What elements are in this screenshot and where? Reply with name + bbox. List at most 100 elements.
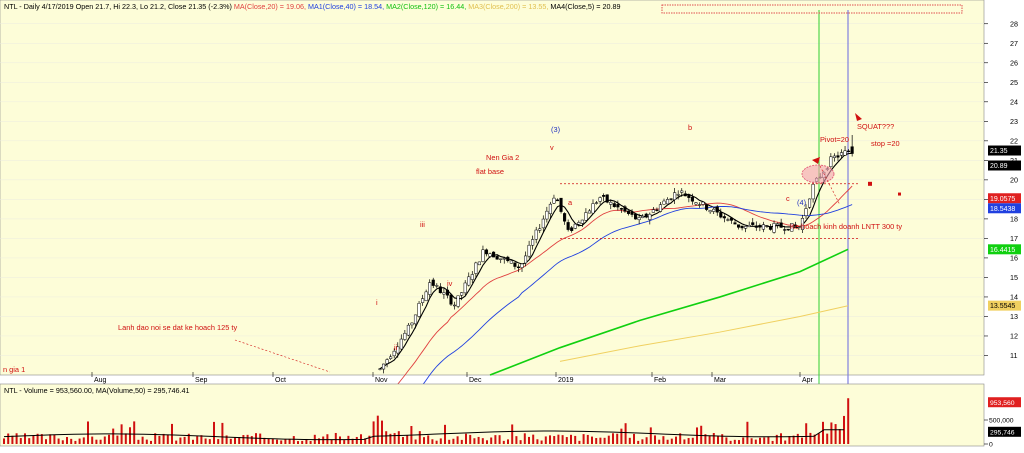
candle-body — [513, 262, 517, 267]
candle-body — [634, 213, 638, 220]
volume-bar — [687, 438, 690, 444]
candle-body — [435, 285, 439, 287]
price-badge — [988, 193, 1021, 204]
volume-bar — [297, 441, 299, 444]
candle-body — [509, 260, 513, 264]
volume-bar — [574, 435, 577, 444]
volume-bar — [158, 435, 161, 444]
candle-body — [609, 201, 613, 205]
volume-bar — [103, 436, 106, 444]
wave-label: c — [786, 194, 790, 203]
volume-bar — [456, 436, 459, 444]
price-tick-label: 11 — [1010, 351, 1017, 360]
time-tick-label: Apr — [802, 377, 814, 384]
price-tick-label: 23 — [1010, 117, 1018, 126]
volume-bar — [406, 435, 409, 444]
volume-bar — [263, 437, 266, 444]
candle-body — [424, 291, 428, 301]
chart-annotation: Pivot=20 — [820, 135, 849, 144]
volume-bar — [355, 436, 358, 444]
candle-body — [722, 216, 726, 219]
candle-body — [495, 256, 499, 260]
volume-bar — [746, 421, 749, 444]
volume-bar — [494, 435, 497, 444]
wave-label: a — [568, 198, 573, 207]
volume-bar — [838, 429, 841, 444]
volume-bar — [490, 437, 493, 444]
price-header: NTL - Daily 4/17/2019 Open 21.7, Hi 22.3… — [4, 2, 620, 11]
volume-bar — [469, 434, 472, 444]
volume-bar — [767, 436, 770, 444]
volume-bar — [7, 433, 10, 444]
candle-body — [694, 202, 698, 205]
candle-body — [428, 282, 432, 295]
volume-bar — [402, 437, 404, 444]
volume-bar — [565, 437, 568, 444]
price-badges: 21.35 20.89 19.0575 18.5438 16.4415 13.5545 — [988, 145, 1021, 311]
volume-tick-label: 500,000 — [989, 418, 1014, 425]
stop-marker — [898, 192, 901, 196]
volume-bar — [557, 434, 560, 444]
candle-body — [680, 190, 684, 193]
candle-body — [573, 223, 577, 229]
volume-bar — [780, 433, 782, 444]
volume-bar — [595, 438, 598, 444]
candle-body — [847, 150, 851, 153]
volume-bar — [95, 439, 98, 444]
volume-bar — [70, 438, 73, 444]
volume-bar — [78, 438, 81, 444]
candle-body — [527, 244, 531, 257]
candle-body — [729, 217, 734, 221]
stop-marker — [868, 181, 872, 186]
volume-bar — [603, 437, 606, 444]
volume-bar — [162, 433, 165, 444]
candle-body — [651, 209, 655, 213]
candle-body — [740, 225, 744, 229]
volume-bar — [309, 441, 312, 444]
price-panel[interactable] — [0, 0, 985, 376]
price-badge-label: 16.4415 — [990, 247, 1015, 254]
volume-bar — [528, 436, 530, 444]
volume-bar — [305, 438, 308, 444]
price-tick-label: 17 — [1010, 234, 1018, 243]
candle-body — [552, 197, 556, 204]
volume-bar — [196, 436, 199, 444]
volume-bar — [11, 435, 14, 444]
volume-bar — [82, 437, 85, 444]
time-tick-label: Aug — [94, 377, 107, 384]
candle-body — [666, 199, 670, 205]
volume-bar — [439, 438, 442, 444]
candle-body — [829, 156, 833, 168]
volume-bar — [15, 433, 18, 444]
volume-bar — [540, 440, 543, 444]
volume-bar — [53, 434, 56, 444]
volume-bar — [322, 436, 325, 444]
candle-body — [545, 210, 549, 220]
time-axis: Aug Sep Oct Nov Dec 2019 Feb Mar Apr — [91, 372, 814, 384]
squat-arrow — [855, 113, 862, 121]
volume-bar — [238, 437, 241, 444]
candle-body — [783, 229, 787, 231]
price-tick-label: 20 — [1010, 175, 1018, 184]
volume-bar — [141, 436, 144, 444]
candle-body — [477, 261, 481, 266]
chart-annotation: stop =20 — [871, 139, 900, 148]
candle-body — [715, 206, 719, 213]
candle-body — [559, 197, 563, 212]
candle-body — [747, 225, 751, 228]
candle-body — [584, 212, 588, 221]
candle-body — [449, 294, 453, 305]
volume-bar — [582, 434, 585, 444]
candle-body — [687, 194, 691, 198]
chart-annotation: flat base — [476, 167, 504, 176]
candle-body — [534, 229, 538, 240]
volume-ma50-line — [3, 429, 844, 441]
volume-bar — [591, 436, 593, 444]
volume-bar — [805, 423, 808, 444]
volume-bar — [649, 427, 652, 444]
volume-bar — [74, 440, 77, 444]
volume-bar — [339, 436, 341, 444]
volume-bar — [221, 422, 224, 444]
pivot-arrow — [812, 157, 820, 164]
volume-bar — [40, 434, 43, 444]
